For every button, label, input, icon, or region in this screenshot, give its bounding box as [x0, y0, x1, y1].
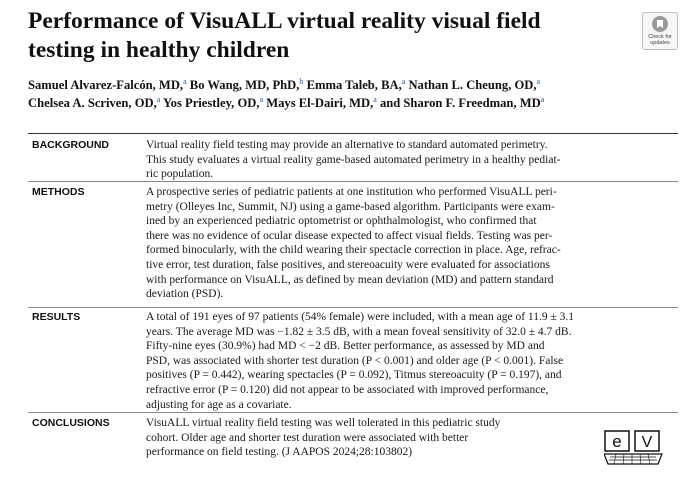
title-line-1: Performance of VisuALL virtual reality v… [28, 8, 541, 34]
ev-letter-e: e [612, 432, 621, 451]
text-line: Virtual reality field testing may provid… [146, 139, 548, 151]
text-line: with performance on VisuALL, as defined … [146, 273, 554, 286]
text-line: PSD, was associated with shorter test du… [146, 354, 564, 367]
text-line: deviation (PSD). [146, 288, 224, 301]
text-line: adjusting for age as a covariate. [146, 398, 292, 411]
affiliation-link[interactable]: a [540, 94, 545, 104]
affiliation-link[interactable]: a [401, 76, 406, 86]
affiliation-link[interactable]: a [373, 94, 377, 104]
article-title: Performance of VisuALL virtual reality v… [28, 7, 588, 65]
text-line: metry (Olleyes Inc, Summit, NJ) using a … [146, 200, 555, 213]
results-heading: RESULTS [32, 311, 81, 323]
author-name: and Sharon F. Freedman, MD [376, 96, 541, 110]
ev-letter-v: V [642, 434, 653, 451]
conclusions-text: VisuALL virtual reality field testing wa… [146, 416, 586, 460]
text-line: Fifty-nine eyes (30.9%) had MD < −2 dB. … [146, 340, 545, 353]
affiliation-link[interactable]: a [183, 76, 187, 86]
title-line-2: testing in healthy children [28, 37, 290, 63]
text-line: there was no evidence of ocular disease … [146, 229, 553, 242]
text-line: refractive error (P = 0.120) did not app… [146, 383, 549, 396]
conclusions-heading: CONCLUSIONS [32, 417, 110, 429]
author-name: Mays El-Dairi, MD, [263, 96, 374, 110]
section-divider [28, 307, 678, 308]
author-name: Emma Taleb, BA, [303, 78, 402, 92]
text-line: A prospective series of pediatric patien… [146, 186, 557, 198]
ev-logo-icon: e V [603, 430, 663, 465]
text-line: VisuALL virtual reality field testing wa… [146, 417, 501, 429]
author-name: Nathan L. Cheung, OD, [405, 78, 537, 92]
author-name: Yos Priestley, OD, [160, 96, 260, 110]
author-line-2: Chelsea A. Scriven, OD,a Yos Priestley, … [28, 94, 668, 112]
text-line: formed binocularly, with the child weari… [146, 244, 561, 257]
section-divider [28, 181, 678, 182]
background-text: Virtual reality field testing may provid… [146, 138, 666, 182]
section-divider [28, 412, 678, 413]
section-divider [28, 133, 678, 134]
text-line: performance on field testing. (J AAPOS 2… [146, 446, 413, 459]
check-updates-label-2: updates [650, 40, 670, 46]
author-line-1: Samuel Alvarez-Falcón, MD,a Bo Wang, MD,… [28, 76, 668, 94]
affiliation-link[interactable]: b [299, 76, 304, 86]
text-line: This study evaluates a virtual reality g… [146, 153, 561, 166]
affiliation-link[interactable]: a [259, 94, 264, 104]
affiliation-link[interactable]: a [536, 76, 541, 86]
author-list: Samuel Alvarez-Falcón, MD,a Bo Wang, MD,… [28, 76, 668, 112]
text-line: ined by an experienced pediatric optomet… [146, 215, 537, 228]
ev-video-logo[interactable]: e V [603, 430, 664, 466]
text-line: tive error, test duration, false positiv… [146, 258, 550, 271]
background-heading: BACKGROUND [32, 139, 109, 151]
text-line: years. The average MD was −1.82 ± 3.5 dB… [146, 325, 572, 338]
text-line: ric population. [146, 168, 214, 181]
text-line: positives (P = 0.442), wearing spectacle… [146, 369, 562, 382]
affiliation-link[interactable]: a [156, 94, 161, 104]
methods-heading: METHODS [32, 186, 85, 198]
methods-text: A prospective series of pediatric patien… [146, 185, 666, 302]
results-text: A total of 191 eyes of 97 patients (54% … [146, 310, 666, 412]
author-name: Bo Wang, MD, PhD, [186, 78, 300, 92]
text-line: A total of 191 eyes of 97 patients (54% … [146, 311, 575, 323]
check-for-updates-button[interactable]: Check for updates [642, 12, 678, 50]
author-name: Chelsea A. Scriven, OD, [28, 96, 157, 110]
text-line: cohort. Older age and shorter test durat… [146, 431, 469, 444]
check-updates-label-1: Check for [648, 34, 672, 40]
author-name: Samuel Alvarez-Falcón, MD, [28, 78, 184, 92]
check-updates-icon [652, 16, 668, 32]
